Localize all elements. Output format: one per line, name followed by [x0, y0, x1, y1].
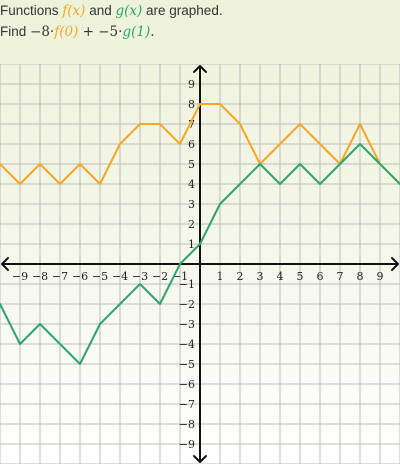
y-tick-label: 5 [188, 158, 195, 171]
x-tick-label: −6 [72, 270, 88, 283]
g-label: g(x) [115, 3, 143, 19]
x-tick-label: 8 [357, 270, 364, 283]
x-tick-label: 6 [317, 270, 324, 283]
y-tick-label: −6 [179, 378, 195, 391]
x-tick-label: −4 [112, 270, 128, 283]
prompt-text: Find [0, 24, 31, 39]
y-tick-label: 9 [188, 78, 195, 91]
y-tick-label: 3 [188, 198, 195, 211]
x-tick-label: 5 [297, 270, 304, 283]
y-tick-label: 7 [188, 118, 195, 131]
f-label: f(x) [62, 3, 86, 19]
x-tick-label: 4 [277, 270, 284, 283]
x-tick-label: 2 [237, 270, 244, 283]
y-tick-label: 4 [188, 178, 195, 191]
g-graph-line [0, 143, 400, 365]
x-tick-label: −5 [92, 270, 108, 283]
problem-statement: Functions f(x) and g(x) are graphed. Fin… [0, 0, 400, 42]
g-of-1: g(1) [122, 24, 151, 40]
period: . [150, 24, 155, 40]
y-axis-arrow-up [193, 65, 207, 73]
dot-operator: · [49, 24, 55, 40]
prompt-text: are graphed. [142, 3, 223, 18]
prompt-text: and [85, 3, 116, 18]
coordinate-plane: −9 −8 −7 −6 −5 −4 −3 −2 −1 1 2 3 4 5 6 7 8 9987654321−1−2… [0, 64, 400, 464]
y-tick-label: −5 [179, 358, 195, 371]
y-tick-label: −2 [179, 298, 195, 311]
x-tick-label: −3 [132, 270, 148, 283]
x-tick-label: −8 [32, 270, 48, 283]
y-tick-label: −1 [179, 278, 195, 291]
function-graphs [0, 103, 400, 365]
dot-operator: · [118, 24, 123, 40]
x-tick-label: −9 [12, 270, 28, 283]
y-tick-label: 6 [188, 138, 195, 151]
y-tick-label: 1 [188, 238, 195, 251]
coefficient-2: −5 [98, 24, 119, 40]
f-graph-line [0, 103, 400, 185]
x-tick-label: −2 [152, 270, 168, 283]
y-tick-label: −4 [179, 338, 195, 351]
y-tick-label: 8 [188, 98, 195, 111]
y-tick-label: −9 [179, 438, 195, 451]
plus-operator: + [78, 24, 99, 40]
x-tick-label: 1 [217, 270, 224, 283]
axes [1, 65, 399, 463]
prompt-line-1: Functions f(x) and g(x) are graphed. [0, 0, 400, 21]
x-tick-label: 9 [377, 270, 384, 283]
x-axis-arrow-left [1, 257, 9, 271]
coefficient-1: −8 [30, 24, 50, 40]
tick-labels: −9 −8 −7 −6 −5 −4 −3 −2 −1 1 2 3 4 5 6 7 8 9987654321−1−2… [12, 78, 384, 451]
f-of-0: f(0) [54, 24, 79, 40]
y-axis-arrow-down [193, 455, 207, 463]
x-axis-arrow-right [391, 257, 399, 271]
y-tick-label: −8 [179, 418, 195, 431]
x-tick-label: −7 [52, 270, 68, 283]
y-tick-label: −7 [179, 398, 195, 411]
prompt-text: Functions [0, 3, 63, 18]
prompt-line-2: Find −8·f(0) + −5·g(1). [0, 21, 400, 42]
x-tick-label: 7 [337, 270, 344, 283]
x-tick-label: 3 [257, 270, 264, 283]
y-tick-label: −3 [179, 318, 195, 331]
y-tick-label: 2 [188, 218, 195, 231]
